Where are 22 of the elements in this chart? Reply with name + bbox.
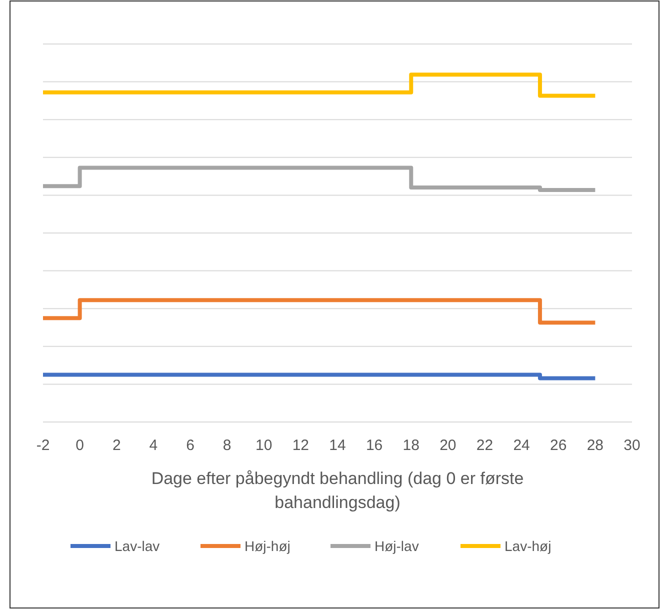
legend-label: Høj-lav [374, 538, 419, 554]
x-tick-label: 24 [513, 437, 530, 454]
x-tick-label: 2 [112, 437, 121, 454]
legend-label: Lav-høj [504, 538, 552, 554]
x-tick-label: 20 [440, 437, 456, 454]
legend-label: Lav-lav [114, 538, 160, 554]
legend-label: Høj-høj [244, 538, 290, 554]
x-tick-label: 0 [76, 437, 84, 454]
x-tick-label: 8 [222, 437, 232, 454]
x-tick-label: 18 [402, 437, 420, 454]
x-axis-title: Dage efter påbegyndt behandling (dag 0 er første bahandlingsdag) [151, 469, 524, 512]
x-tick-label: 4 [149, 437, 158, 454]
x-tick-label: 14 [329, 437, 346, 454]
x-tick-label: 16 [366, 437, 383, 454]
x-tick-label: 10 [256, 437, 272, 454]
x-tick-label: 6 [186, 437, 194, 454]
x-tick-label: 26 [550, 437, 567, 454]
x-tick-label: 28 [586, 437, 604, 454]
x-tick-label: -2 [36, 437, 50, 454]
x-tick-label: 22 [476, 437, 494, 454]
x-tick-label: 12 [292, 437, 310, 454]
x-tick-label: 30 [624, 437, 640, 454]
